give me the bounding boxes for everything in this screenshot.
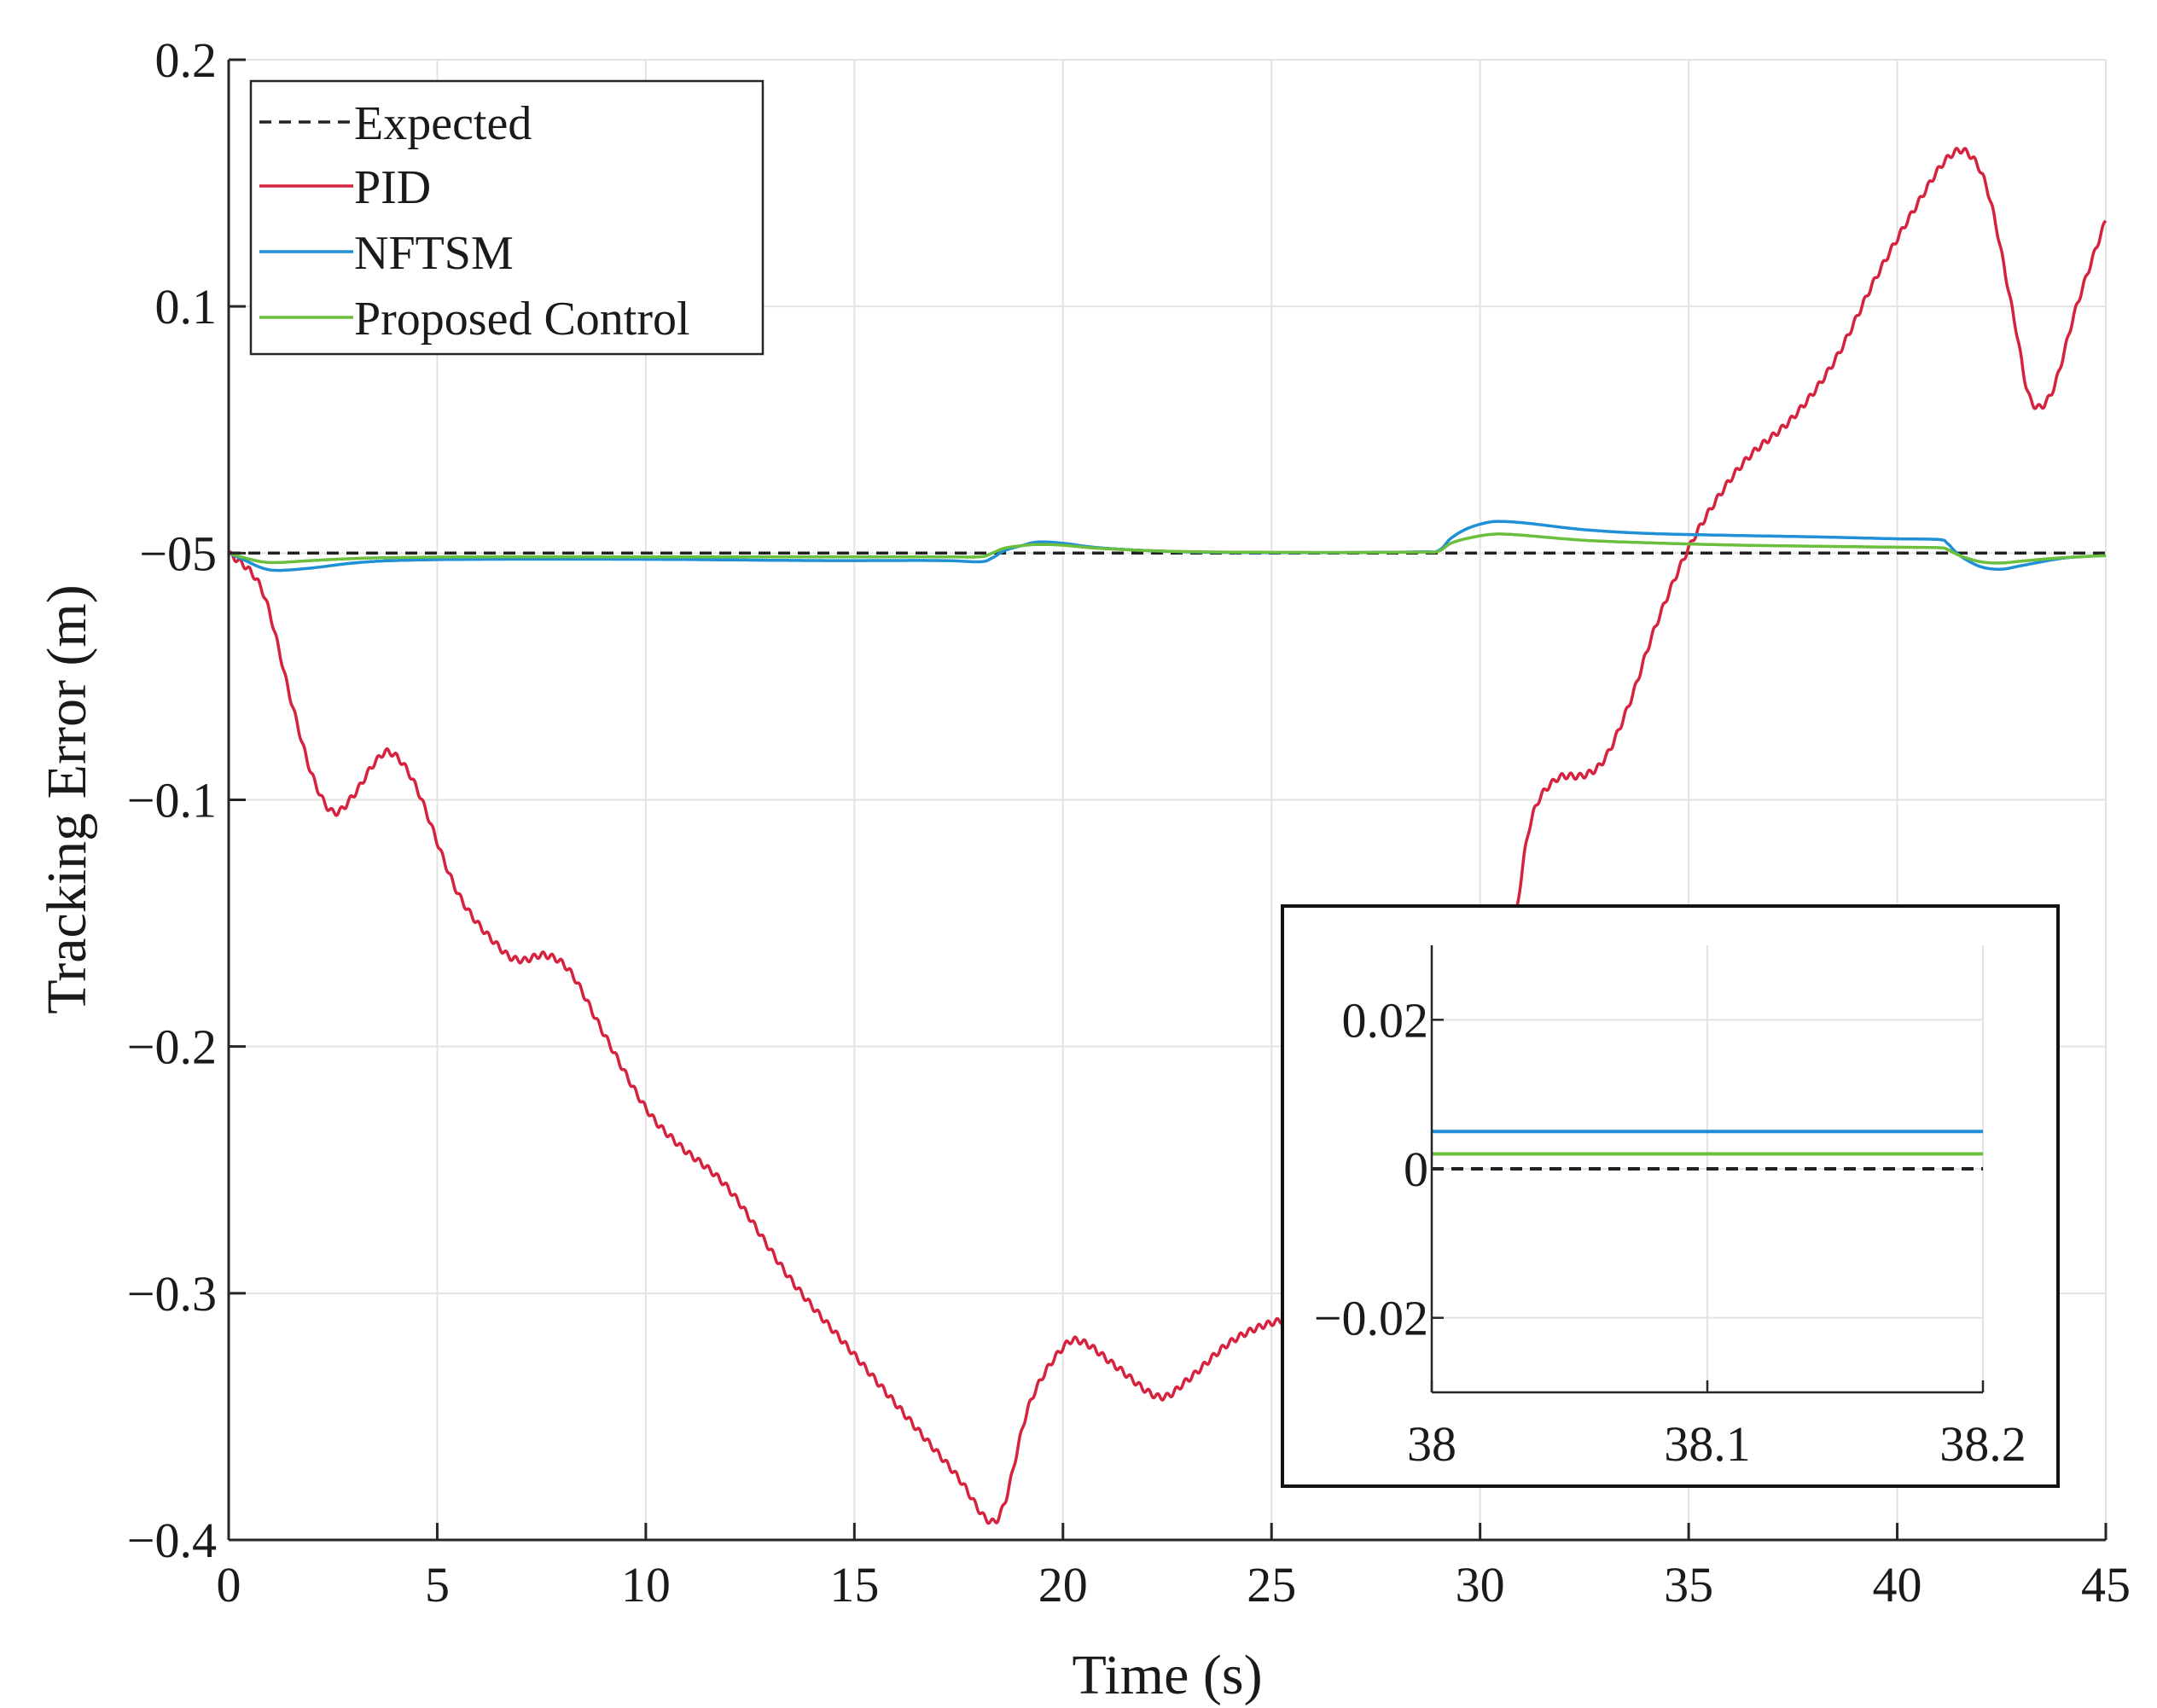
y-tick-label-0: 0.2: [155, 32, 218, 88]
inset-series: [1432, 1130, 1983, 1171]
y-tick-label-4: −0.2: [127, 1020, 217, 1075]
inset-x-tick-label-2: 38.2: [1939, 1416, 2026, 1472]
x-tick-label-7: 35: [1664, 1557, 1713, 1612]
x-tick-label-1: 5: [425, 1557, 450, 1612]
series-line-proposed-control: [228, 532, 2107, 565]
x-tick-label-4: 20: [1038, 1557, 1088, 1612]
x-tick-label-0: 0: [217, 1557, 241, 1612]
x-tick-label-9: 45: [2081, 1557, 2131, 1612]
x-tick-label-3: 15: [829, 1557, 879, 1612]
main-ticks: 0 5 10 15 20 25 30 35 40 45 0.2 0.1 −05 −0.1 −0.2 −0.3 −…: [127, 32, 2131, 1612]
inset-x-tick-label-1: 38.1: [1664, 1416, 1751, 1472]
series-line-pid: [227, 147, 2108, 1525]
main-series: [227, 147, 2108, 1525]
inset-y-tick-label-0: 0.02: [1342, 992, 1429, 1048]
y-tick-label-3: −0.1: [127, 773, 217, 828]
y-tick-label-1: 0.1: [155, 279, 218, 334]
inset-ticks: 38 38.1 38.2 0.02 0 −0.02: [1314, 992, 2026, 1472]
y-axis-label: Tracking Error (m): [36, 584, 98, 1014]
x-axis-label: Time (s): [1072, 1644, 1262, 1706]
y-tick-label-5: −0.3: [127, 1266, 217, 1322]
inset-y-tick-label-1: 0: [1404, 1142, 1428, 1197]
legend: Expected PID NFTSM Proposed Control: [249, 79, 765, 356]
x-tick-label-5: 25: [1247, 1557, 1296, 1612]
legend-label-pid: PID: [354, 161, 431, 214]
inset-x-tick-label-0: 38: [1407, 1416, 1456, 1472]
legend-label-nftsm: NFTSM: [354, 227, 514, 280]
x-tick-label-6: 30: [1456, 1557, 1505, 1612]
legend-label-proposed: Proposed Control: [354, 293, 690, 346]
x-tick-label-2: 10: [621, 1557, 671, 1612]
legend-box: [249, 79, 765, 356]
legend-label-expected: Expected: [354, 97, 532, 150]
y-tick-label-6: −0.4: [127, 1513, 217, 1568]
inset-frame: [1281, 904, 2060, 1488]
x-tick-label-8: 40: [1873, 1557, 1922, 1612]
inset-y-tick-label-2: −0.02: [1314, 1291, 1428, 1346]
inset-zoom: 38 38.1 38.2 0.02 0 −0.02: [1281, 904, 2060, 1488]
y-tick-label-2: −05: [139, 526, 217, 581]
